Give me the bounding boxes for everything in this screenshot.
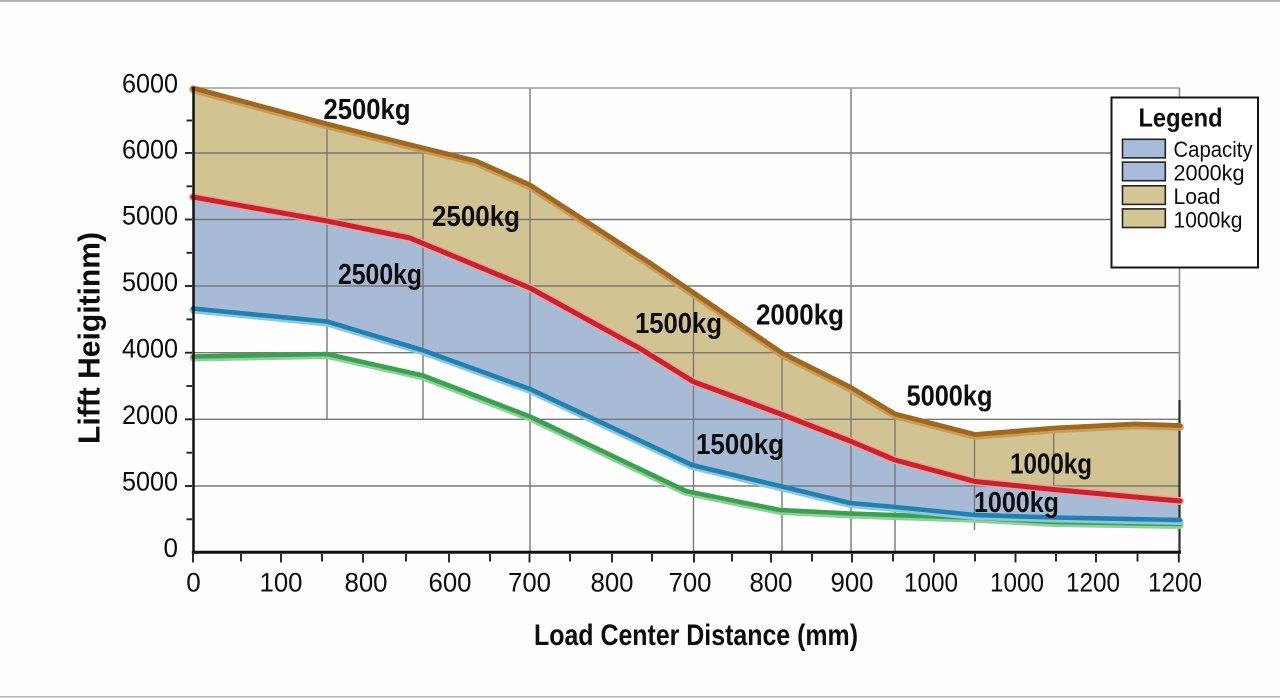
svg-text:Legend: Legend [1139,103,1223,133]
svg-text:700: 700 [669,568,712,598]
svg-text:1000kg: 1000kg [974,487,1059,519]
svg-text:1000: 1000 [990,568,1044,598]
svg-text:900: 900 [831,568,874,598]
svg-text:2500kg: 2500kg [432,201,520,233]
svg-text:600: 600 [429,568,472,598]
svg-text:2500kg: 2500kg [338,259,422,291]
svg-text:1200: 1200 [1148,568,1202,598]
svg-text:0: 0 [164,533,179,563]
svg-text:1000kg: 1000kg [1010,448,1092,480]
svg-text:800: 800 [591,568,634,598]
svg-text:Capacity: Capacity [1174,137,1254,162]
svg-text:700: 700 [508,568,551,598]
svg-text:2000kg: 2000kg [756,300,844,332]
svg-text:1000: 1000 [904,568,958,598]
svg-text:1000kg: 1000kg [1174,207,1243,232]
svg-text:Load: Load [1174,184,1221,209]
svg-text:2000: 2000 [122,400,178,430]
svg-text:800: 800 [345,568,388,598]
svg-text:4000: 4000 [122,334,178,364]
svg-text:2000kg: 2000kg [1174,161,1245,186]
svg-text:Lifft Heigitinm): Lifft Heigitinm) [72,232,107,444]
svg-text:6000: 6000 [122,134,178,164]
svg-text:5000: 5000 [122,201,178,231]
svg-text:Load Center Distance (mm): Load Center Distance (mm) [534,619,858,652]
svg-text:0: 0 [186,568,201,598]
svg-text:1500kg: 1500kg [696,429,784,461]
svg-text:800: 800 [750,568,793,598]
svg-text:5000kg: 5000kg [907,381,993,413]
svg-text:6000: 6000 [122,69,178,99]
svg-text:1500kg: 1500kg [635,308,722,340]
svg-text:1200: 1200 [1066,568,1120,598]
svg-text:5000: 5000 [122,467,178,497]
svg-text:100: 100 [260,568,303,598]
svg-text:5000: 5000 [122,267,178,297]
svg-text:2500kg: 2500kg [324,94,411,126]
